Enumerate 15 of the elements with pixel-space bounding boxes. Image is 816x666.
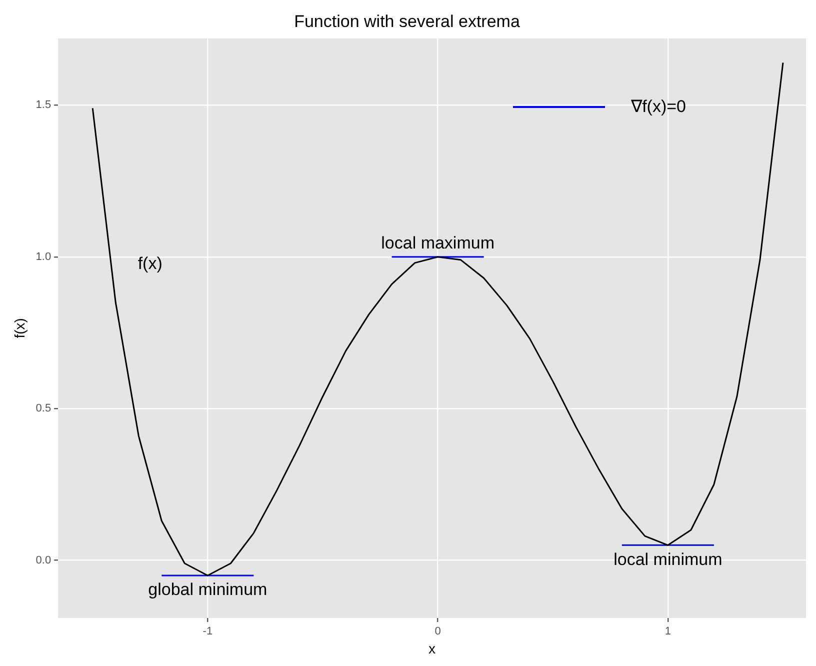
chart-title: Function with several extrema bbox=[294, 12, 520, 31]
x-tick-label: -1 bbox=[202, 626, 213, 638]
y-tick-label: 0.0 bbox=[36, 554, 52, 566]
annotation: local maximum bbox=[381, 234, 494, 253]
y-tick-label: 1.5 bbox=[36, 99, 52, 112]
x-tick-label: 1 bbox=[664, 626, 671, 638]
annotation: f(x) bbox=[138, 254, 162, 274]
x-axis-title: x bbox=[428, 640, 436, 656]
text: ∇f(x)=0 bbox=[631, 96, 686, 117]
annotation: local minimum bbox=[614, 550, 722, 569]
x-tick-label: 0 bbox=[434, 626, 441, 638]
y-tick-label: 1.0 bbox=[36, 250, 52, 263]
annotation: global minimum bbox=[148, 580, 268, 600]
y-tick-label: 0.5 bbox=[36, 402, 52, 415]
y-axis-title: f(x) bbox=[11, 318, 28, 338]
